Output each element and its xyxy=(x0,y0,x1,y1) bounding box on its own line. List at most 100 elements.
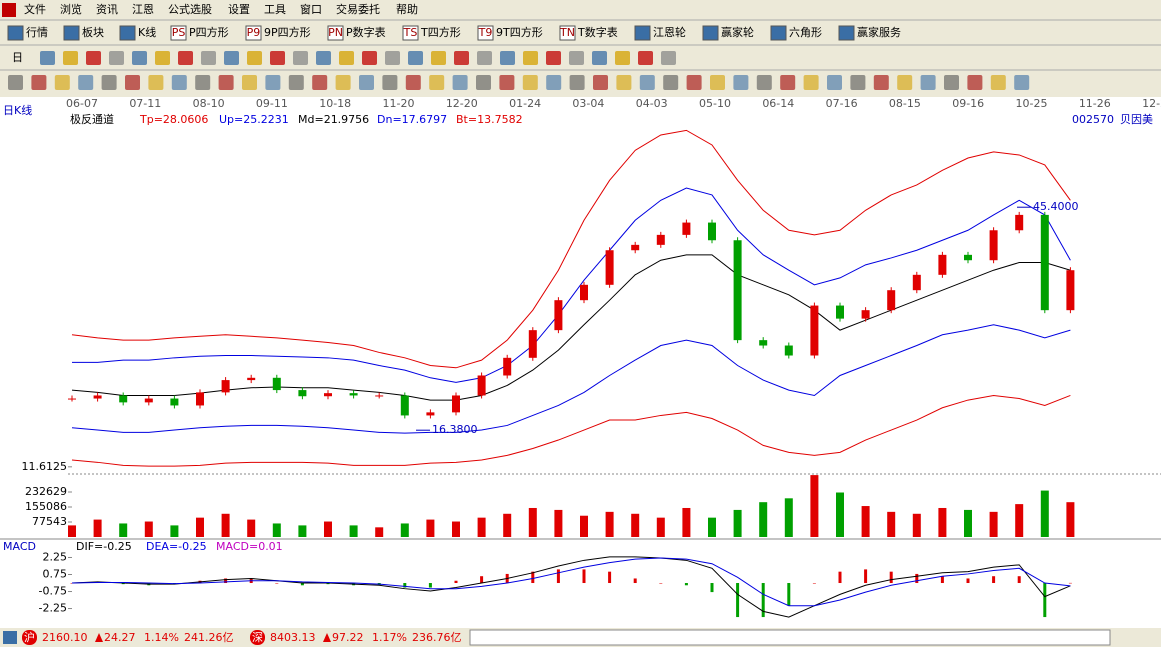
toolbar-icon[interactable] xyxy=(756,75,772,90)
menu-item[interactable]: 江恩 xyxy=(132,3,154,16)
toolbar-icon[interactable] xyxy=(592,51,607,65)
toolbar-icon[interactable] xyxy=(195,75,211,90)
menu-item[interactable]: 工具 xyxy=(264,3,286,16)
toolbar-icon[interactable] xyxy=(593,75,608,90)
toolbar-icon[interactable] xyxy=(1014,75,1030,90)
toolbar-icon[interactable] xyxy=(109,51,124,65)
toolbar-icon[interactable] xyxy=(201,51,216,65)
toolbar-icon[interactable] xyxy=(873,75,889,90)
toolbar-icon[interactable] xyxy=(546,51,561,65)
toolbar-icon[interactable] xyxy=(897,75,913,90)
toolbar-icon[interactable] xyxy=(293,51,308,65)
toolbar-icon[interactable] xyxy=(247,51,262,65)
toolbar-icon[interactable] xyxy=(125,75,140,90)
toolbar-icon[interactable] xyxy=(362,51,377,65)
toolbar-button[interactable]: T四方形 xyxy=(420,25,461,39)
toolbar-icon[interactable] xyxy=(405,75,421,90)
menu-item[interactable]: 交易委托 xyxy=(336,2,380,16)
toolbar-icon[interactable] xyxy=(569,75,585,90)
toolbar-button[interactable]: 六角形 xyxy=(789,26,822,39)
toolbar-icon[interactable] xyxy=(967,75,983,90)
menu-item[interactable]: 设置 xyxy=(228,3,250,16)
toolbar-icon[interactable] xyxy=(454,51,469,65)
volume-bar xyxy=(375,527,384,537)
menu-item[interactable]: 帮助 xyxy=(396,2,418,16)
toolbar-icon[interactable] xyxy=(8,75,23,90)
toolbar-icon[interactable] xyxy=(663,75,679,90)
toolbar-icon[interactable] xyxy=(40,51,55,65)
menu-item[interactable]: 文件 xyxy=(24,2,46,16)
menu-item[interactable]: 公式选股 xyxy=(168,3,212,16)
toolbar-icon[interactable] xyxy=(265,75,281,90)
toolbar-button[interactable]: 9T四方形 xyxy=(496,25,543,39)
toolbar-icon[interactable] xyxy=(522,75,538,90)
toolbar-icon[interactable] xyxy=(476,75,491,90)
menu-item[interactable]: 窗口 xyxy=(300,2,322,16)
toolbar-icon[interactable] xyxy=(710,75,725,90)
toolbar-icon[interactable] xyxy=(499,75,515,90)
toolbar-icon[interactable] xyxy=(429,75,445,90)
toolbar-icon[interactable] xyxy=(431,51,446,65)
toolbar-button[interactable]: T数字表 xyxy=(577,25,618,39)
toolbar-icon[interactable] xyxy=(452,75,468,90)
toolbar-icon[interactable] xyxy=(827,75,842,90)
menu-item[interactable]: 浏览 xyxy=(60,2,82,16)
toolbar-icon[interactable] xyxy=(218,75,234,90)
toolbar-button[interactable]: 行情 xyxy=(26,26,48,39)
y-tick-label: -0.75 xyxy=(39,585,67,598)
toolbar-icon[interactable] xyxy=(686,75,702,90)
toolbar-icon[interactable] xyxy=(171,75,187,90)
toolbar-icon[interactable] xyxy=(316,51,331,65)
toolbar-icon[interactable] xyxy=(408,51,423,65)
toolbar-icon[interactable] xyxy=(990,75,1006,90)
toolbar-icon[interactable] xyxy=(616,75,632,90)
command-input[interactable] xyxy=(469,629,1111,646)
toolbar-icon[interactable] xyxy=(615,51,630,65)
annotation: 16.3800 xyxy=(432,423,478,436)
toolbar-icon[interactable] xyxy=(382,75,398,90)
toolbar-icon[interactable] xyxy=(101,75,117,90)
toolbar-icon[interactable] xyxy=(850,75,866,90)
menu-item[interactable]: 资讯 xyxy=(96,3,118,16)
toolbar-icon[interactable] xyxy=(780,75,796,90)
period-button[interactable]: 日 xyxy=(12,51,23,64)
toolbar-button[interactable]: 赢家轮 xyxy=(721,25,754,39)
toolbar-icon[interactable] xyxy=(132,51,147,65)
toolbar-icon[interactable] xyxy=(944,75,959,90)
toolbar-icon[interactable] xyxy=(86,51,101,65)
toolbar-icon[interactable] xyxy=(31,75,47,90)
toolbar-button[interactable]: P数字表 xyxy=(346,25,386,39)
toolbar-icon[interactable] xyxy=(288,75,304,90)
toolbar-icon[interactable] xyxy=(569,51,584,65)
toolbar-icon[interactable] xyxy=(178,51,193,65)
toolbar-icon[interactable] xyxy=(270,51,285,65)
toolbar-icon[interactable] xyxy=(803,75,819,90)
toolbar-icon[interactable] xyxy=(477,51,492,65)
toolbar-icon[interactable] xyxy=(638,51,653,65)
toolbar-icon[interactable] xyxy=(733,75,749,90)
toolbar-button[interactable]: K线 xyxy=(138,25,156,39)
toolbar-icon[interactable] xyxy=(523,51,538,65)
toolbar-icon[interactable] xyxy=(242,75,257,90)
toolbar-icon[interactable] xyxy=(63,51,78,65)
toolbar-button[interactable]: P四方形 xyxy=(189,25,229,39)
toolbar-icon[interactable] xyxy=(359,75,374,90)
toolbar-icon[interactable] xyxy=(500,51,515,65)
toolbar-button[interactable]: 9P四方形 xyxy=(264,25,311,39)
toolbar-icon[interactable] xyxy=(920,75,936,90)
toolbar-icon[interactable] xyxy=(78,75,94,90)
toolbar-icon[interactable] xyxy=(312,75,328,90)
toolbar-button[interactable]: 江恩轮 xyxy=(653,25,686,39)
toolbar-icon[interactable] xyxy=(661,51,676,65)
toolbar-icon[interactable] xyxy=(639,75,655,90)
toolbar-button[interactable]: 板块 xyxy=(82,25,104,39)
toolbar-icon[interactable] xyxy=(54,75,70,90)
toolbar-icon[interactable] xyxy=(155,51,170,65)
toolbar-icon[interactable] xyxy=(339,51,354,65)
toolbar-icon[interactable] xyxy=(546,75,562,90)
toolbar-icon[interactable] xyxy=(335,75,351,90)
toolbar-icon[interactable] xyxy=(224,51,239,65)
toolbar-button[interactable]: 赢家服务 xyxy=(857,25,901,39)
toolbar-icon[interactable] xyxy=(148,75,164,90)
toolbar-icon[interactable] xyxy=(385,51,400,65)
